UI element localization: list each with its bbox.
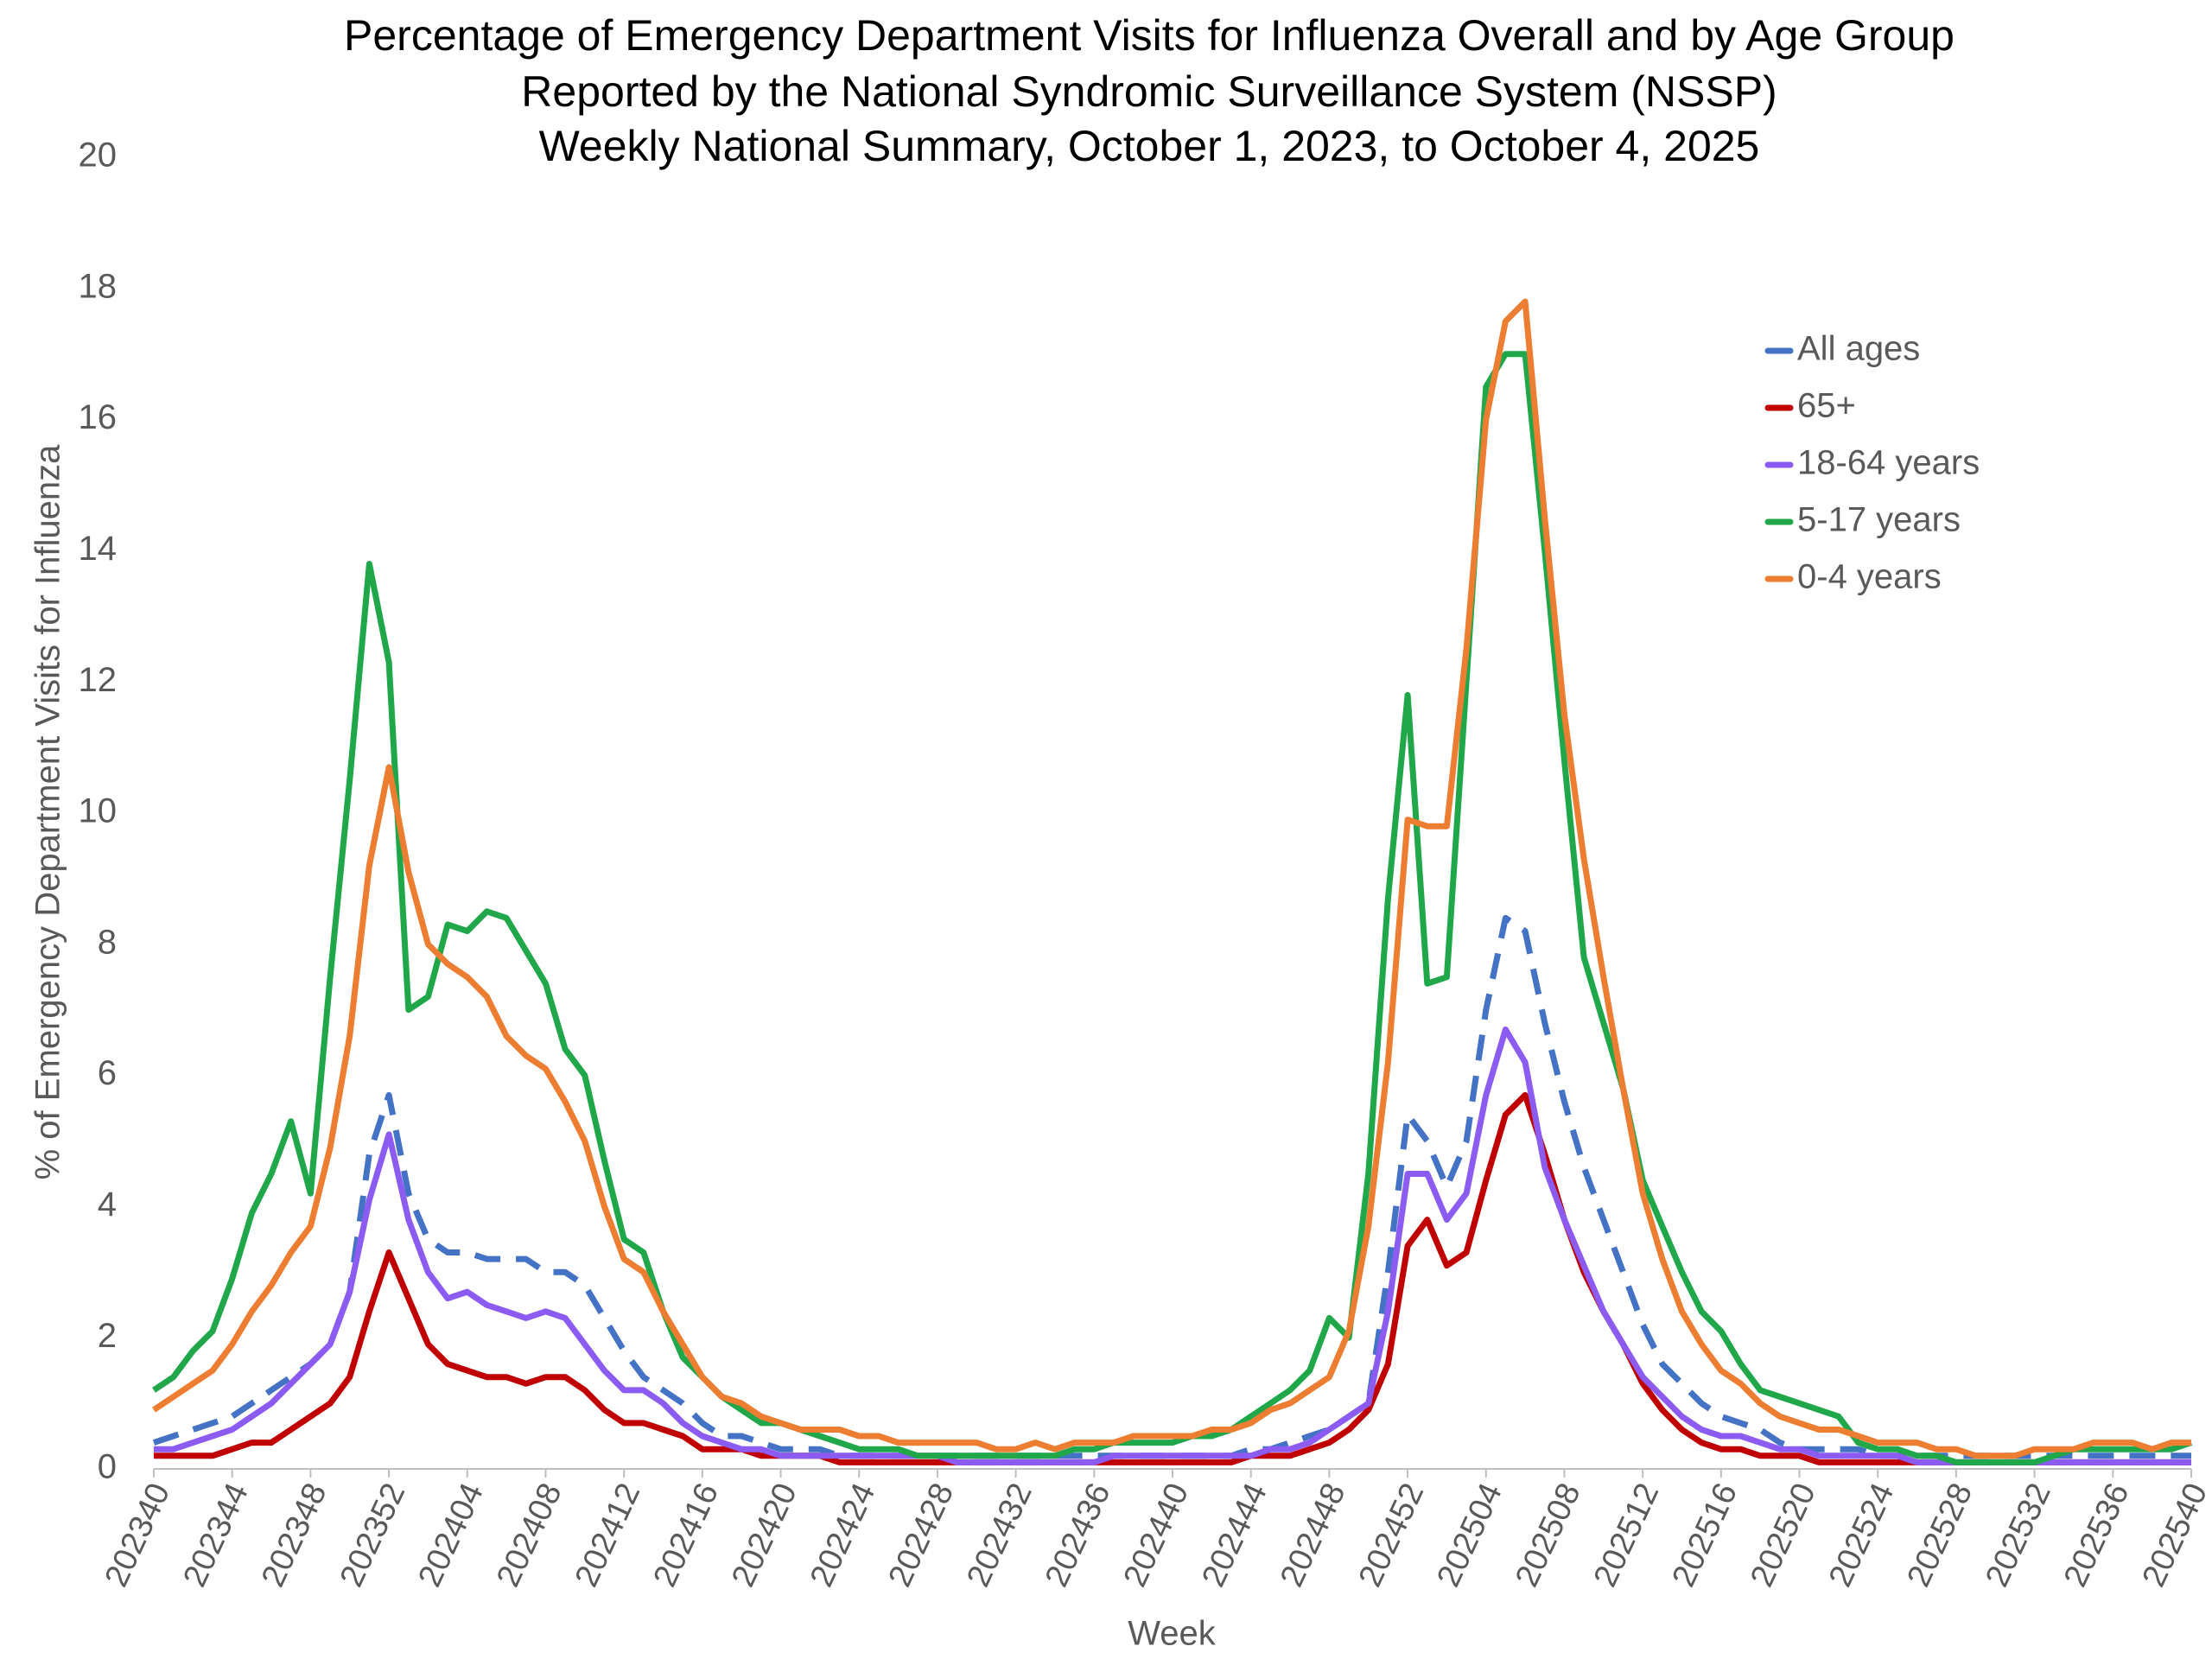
y-tick-label: 18 [79,267,118,305]
legend-label: 65+ [1797,387,1856,425]
y-tick-label: 6 [98,1054,117,1092]
x-tick-label: 202352 [334,1478,413,1592]
x-tick-label: 202528 [1901,1478,1980,1592]
x-tick-label: 202508 [1509,1478,1588,1592]
x-tick-label: 202432 [960,1478,1039,1592]
chart-title: Weekly National Summary, October 1, 2023… [539,122,1760,170]
y-tick-label: 14 [79,530,118,568]
x-tick-label: 202540 [2136,1478,2212,1592]
y-tick-label: 4 [98,1185,117,1224]
line-series [154,1091,2191,1465]
x-tick-label: 202504 [1430,1478,1510,1592]
x-tick-label: 202428 [882,1478,962,1592]
x-tick-label: 202536 [2057,1478,2137,1592]
x-tick-label: 202416 [646,1478,726,1592]
y-tick-label: 0 [98,1448,117,1486]
x-tick-label: 202344 [176,1478,256,1592]
line-series [154,1027,2191,1465]
x-tick-label: 202424 [804,1478,883,1592]
x-tick-label: 202440 [1117,1478,1197,1592]
x-tick-label: 202520 [1744,1478,1823,1592]
y-tick-label: 2 [98,1317,117,1355]
y-tick-label: 10 [79,792,118,830]
legend-label: 0-4 years [1797,558,1942,596]
line-series [152,914,2191,1459]
x-tick-label: 202444 [1195,1478,1274,1592]
x-tick-label: 202348 [255,1478,334,1592]
x-tick-label: 202452 [1352,1478,1432,1592]
y-tick-label: 12 [79,661,118,699]
legend-label: 18-64 years [1797,444,1980,482]
x-tick-label: 202524 [1822,1478,1902,1592]
legend-label: All ages [1797,330,1920,368]
x-tick-label: 202512 [1587,1478,1667,1592]
x-tick-label: 202436 [1039,1478,1118,1592]
x-tick-label: 202340 [99,1478,178,1592]
x-tick-label: 202408 [490,1478,569,1592]
x-axis-label: Week [1128,1615,1217,1653]
y-tick-label: 16 [79,398,118,436]
y-axis-label: % of Emergency Department Visits for Inf… [29,444,67,1180]
x-tick-label: 202516 [1665,1478,1745,1592]
x-tick-label: 202420 [725,1478,804,1592]
y-tick-label: 8 [98,923,117,961]
x-tick-label: 202412 [569,1478,648,1592]
chart-title: Percentage of Emergency Department Visit… [344,11,1955,60]
y-tick-label: 20 [79,137,118,175]
chart-title: Reported by the National Syndromic Surve… [521,67,1777,116]
x-tick-label: 202448 [1274,1478,1353,1592]
x-tick-label: 202532 [1979,1478,2058,1592]
line-series [152,298,2191,1459]
legend-label: 5-17 years [1797,501,1961,539]
x-tick-label: 202404 [411,1478,491,1592]
